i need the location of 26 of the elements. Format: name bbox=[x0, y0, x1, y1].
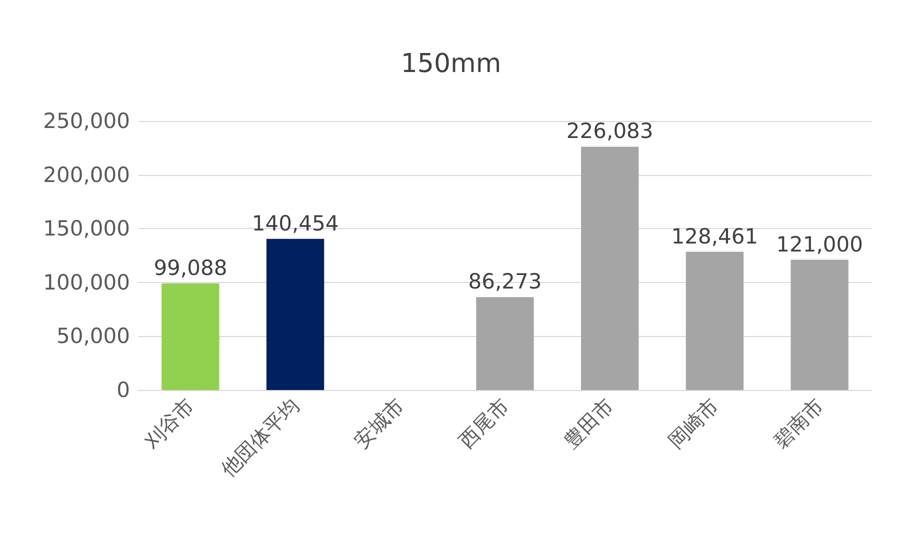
x-tick-label: 刈谷市 bbox=[138, 394, 199, 454]
bar bbox=[266, 238, 324, 390]
bar bbox=[790, 260, 848, 390]
x-tick-label: 豊田市 bbox=[558, 394, 618, 453]
y-tick-label: 50,000 bbox=[56, 324, 130, 348]
bar bbox=[686, 252, 744, 390]
data-label: 140,454 bbox=[252, 211, 339, 236]
y-tick-label: 250,000 bbox=[43, 109, 130, 133]
y-tick-label: 200,000 bbox=[43, 162, 130, 187]
bar bbox=[162, 283, 220, 390]
y-tick-label: 0 bbox=[116, 378, 130, 402]
y-tick-label: 100,000 bbox=[43, 270, 130, 294]
x-tick-label: 西尾市 bbox=[454, 394, 514, 453]
x-tick-label: 碧南市 bbox=[768, 394, 828, 453]
data-label: 226,083 bbox=[566, 119, 654, 144]
data-label: 128,461 bbox=[671, 224, 758, 248]
x-tick-label: 他団体平均 bbox=[216, 394, 304, 482]
data-label: 121,000 bbox=[776, 232, 863, 256]
y-tick-label: 150,000 bbox=[43, 216, 130, 241]
bar bbox=[581, 146, 639, 390]
data-label: 86,273 bbox=[468, 270, 542, 294]
x-tick-label: 安城市 bbox=[349, 394, 409, 453]
chart-title: 150mm bbox=[400, 49, 502, 79]
bar bbox=[476, 297, 534, 390]
data-label: 99,088 bbox=[154, 256, 228, 280]
x-tick-label: 岡崎市 bbox=[664, 394, 724, 453]
